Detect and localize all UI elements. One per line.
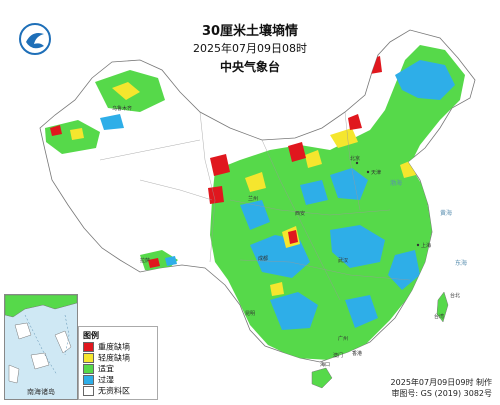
cma-logo-icon: [19, 23, 51, 55]
taiwan-island: [436, 291, 449, 323]
legend-item-nodata: 无资料区: [83, 386, 130, 396]
label-taiwan: 台湾: [434, 313, 444, 320]
inset-map: [5, 295, 77, 384]
legend-item-light: 轻度缺墒: [83, 353, 130, 363]
label-taibei: 台北: [450, 292, 460, 299]
south-china-sea-inset: 南海诸岛: [4, 294, 78, 400]
label-beijing: 北京: [350, 155, 360, 162]
label-xian: 西安: [295, 210, 305, 217]
legend-swatch-wet: [83, 375, 94, 385]
legend-swatch-severe: [83, 342, 94, 352]
label-guangzhou: 广州: [338, 335, 348, 342]
region-northwest-patches: [45, 70, 178, 272]
label-haikou: 海口: [320, 361, 330, 368]
city-labels: 北京 天津 上海 台北 台湾 香港 澳门 海口 昆明 拉萨 乌鲁木齐 成都 武汉…: [112, 105, 460, 368]
label-lasa: 拉萨: [140, 257, 150, 264]
label-kunming: 昆明: [245, 311, 255, 317]
legend-swatch-nodata: [83, 386, 94, 396]
hainan-island: [311, 367, 333, 389]
label-wulumuqi: 乌鲁木齐: [112, 105, 132, 112]
legend-item-wet: 过湿: [83, 375, 114, 385]
footer-approval: 审图号: GS (2019) 3082号: [391, 389, 492, 398]
map-title: 30厘米土壤墒情: [201, 24, 299, 39]
legend: 图例 重度缺墒 轻度缺墒 适宜 过湿 无资料区: [78, 326, 158, 400]
map-timestamp: 2025年07月09日08时: [193, 42, 307, 55]
label-shanghai: 上海: [421, 242, 431, 249]
label-chengdu: 成都: [258, 255, 268, 262]
province-boundaries: [99, 111, 411, 301]
legend-title: 图例: [83, 331, 99, 340]
legend-item-suitable: 适宜: [83, 364, 114, 374]
region-wet: [240, 60, 455, 330]
map-footer: 2025年07月09日09时 制作 审图号: GS (2019) 3082号: [391, 377, 492, 399]
label-bohai: 渤海: [390, 179, 402, 187]
map-agency: 中央气象台: [219, 60, 280, 74]
label-wuhan: 武汉: [338, 257, 348, 264]
legend-swatch-suitable: [83, 364, 94, 374]
sea-labels: 渤海 黄海 东海: [390, 179, 467, 267]
inset-label: 南海诸岛: [27, 388, 55, 396]
label-xianggang: 香港: [352, 350, 362, 357]
east-sea: [300, 140, 500, 405]
legend-item-severe: 重度缺墒: [83, 342, 130, 352]
footer-made: 2025年07月09日09时 制作: [390, 378, 492, 387]
label-aomen: 澳门: [333, 352, 343, 359]
label-huanghai: 黄海: [440, 209, 452, 217]
label-lanzhou: 兰州: [248, 195, 258, 202]
label-donghai: 东海: [455, 259, 467, 267]
legend-swatch-light: [83, 353, 94, 363]
label-tianjin: 天津: [371, 169, 381, 176]
